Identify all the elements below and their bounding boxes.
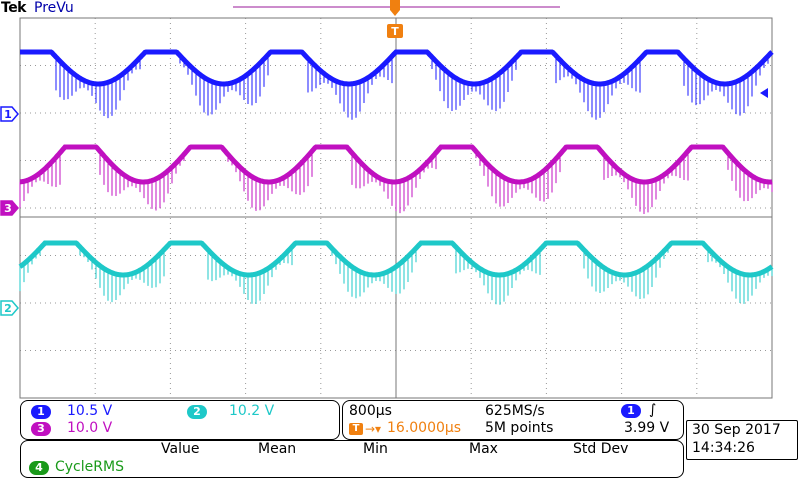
- ch1-marker-label: 1: [4, 108, 12, 121]
- measurement-header-max: Max: [469, 441, 498, 457]
- brand-logo: Tek: [1, 0, 27, 16]
- graticule: [20, 18, 772, 398]
- channel-scale-panel[interactable]: 1 10.5 V 2 10.2 V 3 10.0 V: [20, 400, 340, 440]
- ch3-scale[interactable]: 10.0 V: [67, 420, 113, 436]
- ch1-scale[interactable]: 10.5 V: [67, 403, 113, 419]
- trigger-level-value[interactable]: 3.99 V: [624, 420, 670, 436]
- ch3-marker-label: 3: [4, 202, 12, 215]
- ch1-ground-marker[interactable]: 1: [0, 106, 19, 122]
- ch2-trace: [18, 240, 774, 305]
- acquisition-mode-label: PreVu: [34, 0, 74, 16]
- measurement-header-std-dev: Std Dev: [573, 441, 629, 457]
- ch3-badge[interactable]: 3: [31, 422, 51, 436]
- acquisition-panel[interactable]: 800µs 625MS/s 1 ∫ T →▾ 16.0000µs 5M poin…: [342, 400, 684, 440]
- delay-arrow-icon: →▾: [365, 422, 382, 436]
- measurement-header-value: Value: [161, 441, 200, 457]
- ch1-trace: [20, 49, 774, 120]
- ch2-badge[interactable]: 2: [187, 405, 207, 419]
- ch2-marker-label: 2: [4, 302, 12, 315]
- ch1-badge[interactable]: 1: [31, 405, 51, 419]
- measurement-header-mean: Mean: [258, 441, 297, 457]
- ch2-scale[interactable]: 10.2 V: [229, 403, 275, 419]
- trigger-delay-icon: T: [349, 423, 363, 435]
- measurement-name[interactable]: CycleRMS: [55, 459, 124, 475]
- ch3-ground-marker[interactable]: 3: [0, 200, 19, 216]
- datetime-panel: 30 Sep 2017 14:34:26: [686, 420, 798, 460]
- trigger-marker-label: T: [391, 25, 399, 38]
- measurement-ch4-badge[interactable]: 4: [29, 461, 49, 475]
- time-label: 14:34:26: [692, 440, 755, 456]
- trigger-position-icon[interactable]: T: [387, 0, 403, 38]
- ch3-trace: [19, 144, 773, 214]
- graticule-border: [19, 17, 773, 399]
- measurements-panel[interactable]: [20, 440, 684, 478]
- timebase-value[interactable]: 800µs: [349, 403, 392, 419]
- sample-rate-value: 625MS/s: [485, 403, 545, 419]
- trigger-source-badge[interactable]: 1: [621, 404, 641, 418]
- ch2-ground-marker[interactable]: 2: [0, 300, 19, 316]
- record-length-value[interactable]: 5M points: [485, 420, 554, 436]
- trigger-level-icon[interactable]: [760, 88, 768, 98]
- measurement-header-min: Min: [363, 441, 388, 457]
- trigger-delay-value[interactable]: 16.0000µs: [387, 420, 462, 436]
- date-label: 30 Sep 2017: [692, 422, 781, 438]
- trigger-slope-icon[interactable]: ∫: [649, 402, 657, 418]
